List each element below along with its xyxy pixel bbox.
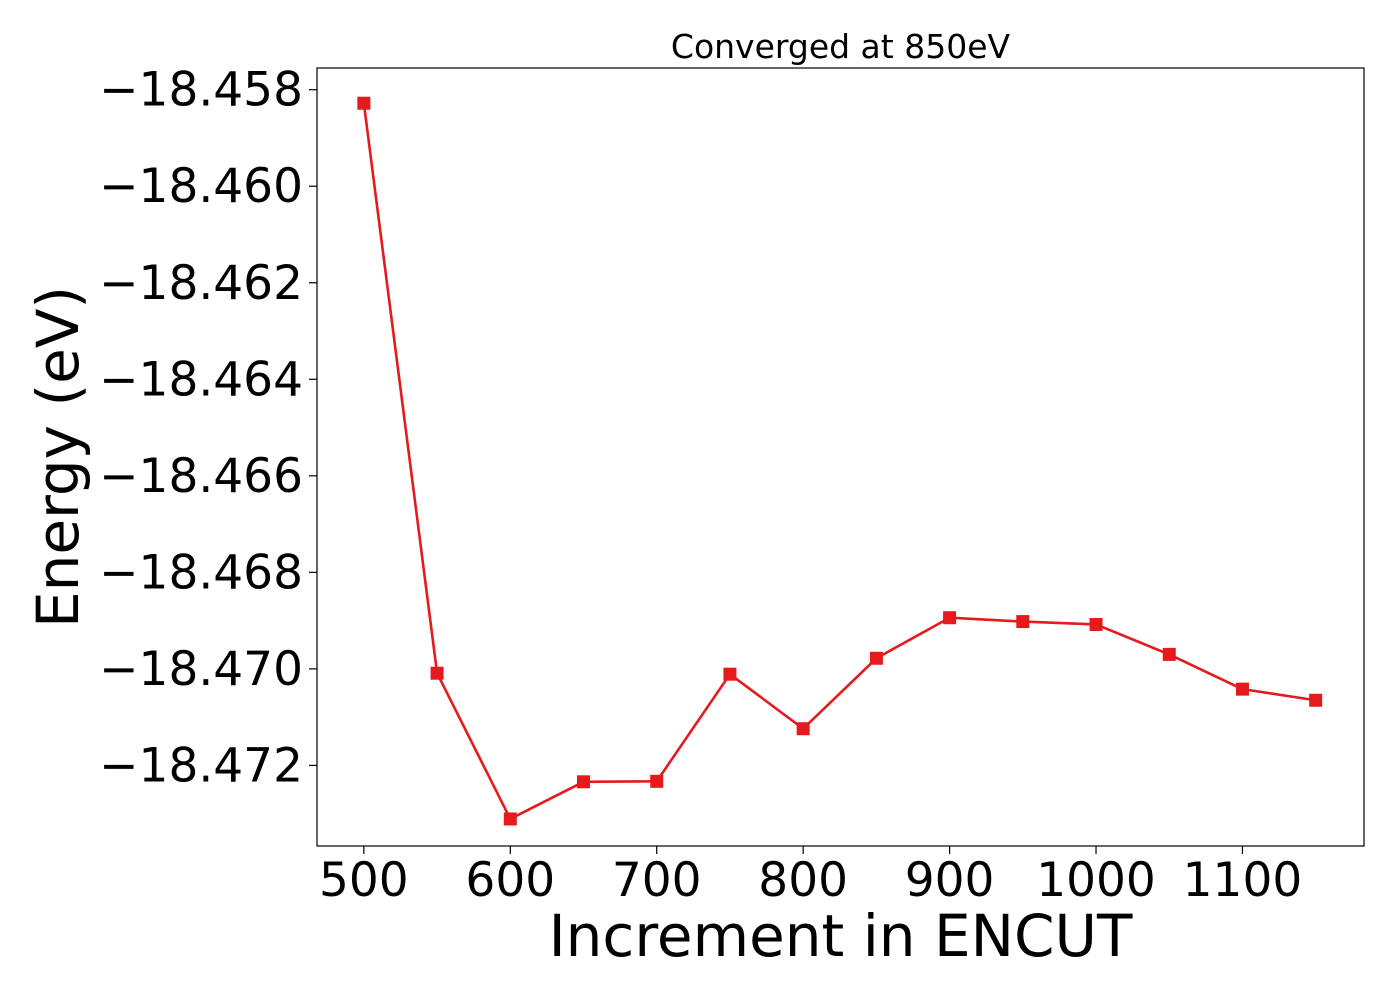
y-tick-label: −18.462 (99, 256, 303, 311)
plot-series-layer (357, 96, 1323, 826)
x-tick-label: 900 (905, 853, 995, 908)
data-point (503, 812, 517, 826)
x-tick-label: 600 (465, 853, 555, 908)
data-point (1162, 647, 1176, 661)
y-tick-label: −18.458 (99, 63, 303, 118)
x-tick-label: 800 (758, 853, 848, 908)
y-tick-label: −18.466 (99, 449, 303, 504)
data-point (357, 96, 371, 110)
y-axis-label: Energy (eV) (24, 286, 92, 628)
data-point (723, 667, 737, 681)
y-tick-label: −18.464 (99, 352, 303, 407)
x-axis-label: Increment in ENCUT (549, 902, 1133, 970)
x-tick-label: 1100 (1183, 853, 1303, 908)
data-point (1016, 615, 1030, 629)
x-tick-label: 500 (319, 853, 409, 908)
data-point (650, 774, 664, 788)
y-tick-label: −18.472 (99, 738, 303, 793)
data-point (1309, 693, 1323, 707)
y-tick-label: −18.460 (99, 159, 303, 214)
y-axis: −18.458 −18.460 −18.462 −18.464 −18.466 −18.4… (99, 63, 317, 793)
y-tick-label: −18.468 (99, 545, 303, 600)
series-line (362, 103, 1316, 821)
x-axis: 500 600 700 800 900 1000 1100 (319, 846, 1302, 908)
x-tick-label: 1000 (1036, 853, 1156, 908)
data-point (796, 722, 810, 736)
data-point (1089, 617, 1103, 631)
data-point (1235, 682, 1249, 696)
plot-area-frame (316, 67, 1365, 847)
x-tick-label: 700 (612, 853, 702, 908)
chart-title: Converged at 850eV (671, 27, 1011, 66)
y-tick-label: −18.470 (99, 642, 303, 697)
data-point (577, 775, 591, 789)
data-point (869, 651, 883, 665)
data-point (430, 666, 444, 680)
data-point (943, 611, 957, 625)
